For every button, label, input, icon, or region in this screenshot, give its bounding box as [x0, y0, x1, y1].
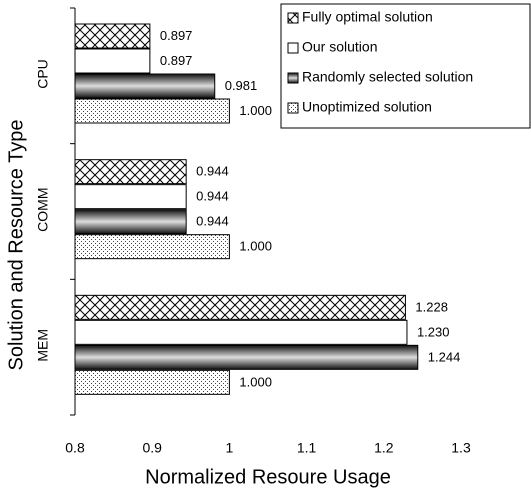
x-tick-label: 1.3 — [451, 440, 471, 456]
legend-label: Our solution — [302, 39, 377, 55]
legend-label: Randomly selected solution — [302, 69, 473, 85]
y-tick-label: CPU — [35, 59, 51, 89]
bar — [74, 369, 230, 395]
value-label: 1.000 — [239, 103, 272, 118]
value-label: 0.897 — [160, 28, 193, 43]
value-label: 0.944 — [196, 214, 229, 229]
x-tick-label: 1.2 — [374, 440, 394, 456]
legend-label: Unoptimized solution — [302, 99, 432, 115]
x-tick-label: 0.8 — [65, 440, 85, 456]
bar — [74, 98, 230, 124]
value-label: 1.000 — [239, 374, 272, 389]
x-tick-label: 1 — [226, 440, 234, 456]
legend-swatch — [287, 102, 299, 114]
x-tick-label: 1.1 — [297, 440, 317, 456]
legend-box — [280, 3, 531, 129]
legend-swatch — [287, 42, 299, 54]
value-label: 0.944 — [196, 189, 229, 204]
y-axis-title: Solution and Resource Type — [5, 120, 27, 371]
bar — [74, 344, 419, 370]
legend-swatch — [287, 72, 299, 84]
value-label: 0.944 — [196, 164, 229, 179]
bar — [74, 23, 151, 49]
bar — [74, 73, 216, 99]
y-tick-label: COMM — [35, 188, 51, 232]
bar — [74, 184, 187, 210]
bar — [74, 234, 230, 260]
y-tick-label: MEM — [35, 329, 51, 362]
value-label: 0.897 — [160, 53, 193, 68]
legend-label: Fully optimal solution — [302, 9, 433, 25]
bar — [74, 294, 406, 320]
x-axis-title: Normalized Resoure Usage — [145, 466, 391, 488]
bar — [74, 159, 187, 185]
value-label: 0.981 — [225, 78, 258, 93]
value-label: 1.230 — [417, 324, 450, 339]
value-label: 1.000 — [239, 239, 272, 254]
value-label: 1.244 — [428, 349, 461, 364]
bar — [74, 209, 187, 235]
bar — [74, 319, 408, 345]
legend-swatch — [287, 12, 299, 24]
value-label: 1.228 — [415, 299, 448, 314]
x-tick-label: 0.9 — [142, 440, 162, 456]
bar — [74, 48, 151, 74]
